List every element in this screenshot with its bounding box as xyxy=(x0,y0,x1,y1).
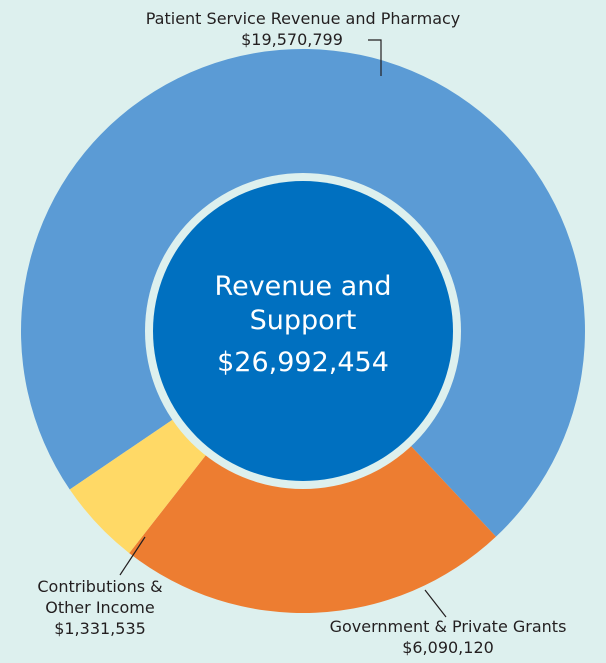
label-government-grants: Government & Private Grants $6,090,120 xyxy=(330,616,567,658)
donut-slices xyxy=(20,48,586,613)
leader-line-contributions xyxy=(119,536,146,576)
center-label: Revenue and Support $26,992,454 xyxy=(215,270,392,380)
slice-government-grants xyxy=(129,440,496,613)
label-contributions-value: $1,331,535 xyxy=(54,619,146,638)
center-total: $26,992,454 xyxy=(217,347,389,378)
leader-lines xyxy=(119,39,447,618)
label-contributions-line1: Contributions & xyxy=(37,577,163,596)
label-contributions: Contributions & Other Income $1,331,535 xyxy=(37,576,162,639)
leader-line-patient-service xyxy=(368,39,382,76)
leader-line-government-grants xyxy=(424,589,447,618)
label-patient-service-name: Patient Service Revenue and Pharmacy xyxy=(145,9,461,28)
label-patient-service: Patient Service Revenue and Pharmacy $19… xyxy=(146,8,461,50)
center-disc xyxy=(153,181,453,481)
slice-contributions xyxy=(69,415,211,554)
label-patient-service-value: $19,570,799 xyxy=(241,30,343,49)
label-government-grants-name: Government & Private Grants xyxy=(329,617,567,636)
label-government-grants-value: $6,090,120 xyxy=(402,638,494,657)
slice-patient-service xyxy=(20,48,586,537)
label-contributions-line2: Other Income xyxy=(45,598,155,617)
center-label-line2: Support xyxy=(249,305,357,336)
center-label-line1: Revenue and xyxy=(214,271,392,302)
